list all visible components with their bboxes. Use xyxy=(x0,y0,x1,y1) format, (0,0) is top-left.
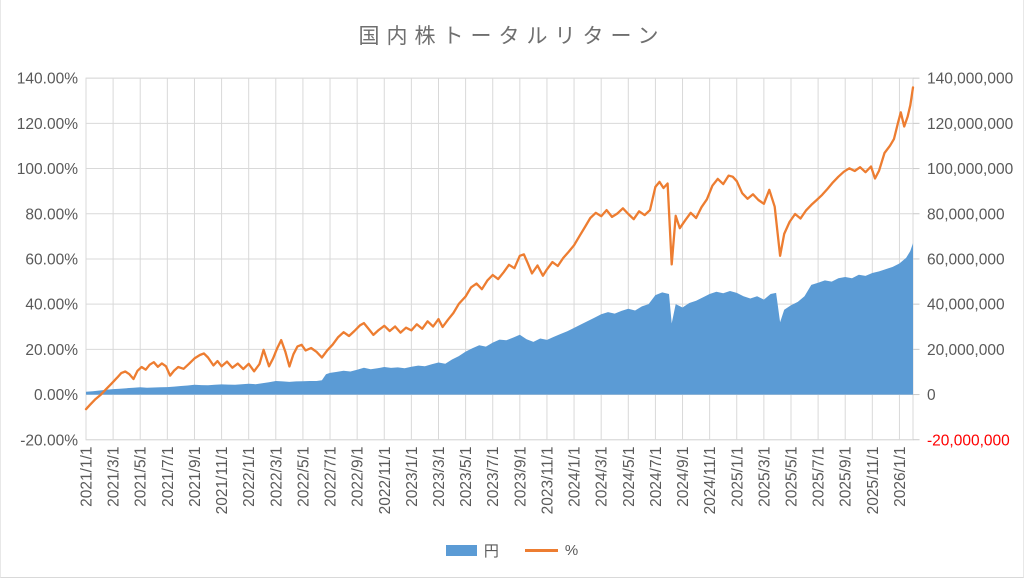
x-axis-tick-label: 2021/5/1 xyxy=(133,447,150,507)
x-axis-tick-label: 2024/5/1 xyxy=(621,447,638,507)
x-axis-tick-label: 2021/3/1 xyxy=(106,447,123,507)
x-axis-tick-label: 2023/1/1 xyxy=(404,447,421,507)
right-axis-tick-label: 120,000,000 xyxy=(927,116,1014,133)
percent-line-series xyxy=(84,86,915,411)
left-axis-tick-label: 20.00% xyxy=(25,342,78,359)
legend-label-percent: % xyxy=(564,542,579,559)
x-axis-tick-label: 2024/1/1 xyxy=(567,447,584,507)
legend-label-yen: 円 xyxy=(483,543,499,560)
x-axis-tick-label: 2022/3/1 xyxy=(268,447,285,507)
x-axis-tick-label: 2022/11/1 xyxy=(377,447,394,515)
right-axis-tick-label: 0 xyxy=(927,387,936,404)
x-axis-tick-label: 2023/3/1 xyxy=(431,447,448,507)
x-axis-tick-label: 2024/3/1 xyxy=(594,447,611,507)
right-axis-tick-label: 40,000,000 xyxy=(927,297,1005,314)
left-axis-tick-label: 80.00% xyxy=(25,206,78,223)
x-axis-tick-label: 2021/7/1 xyxy=(160,447,177,507)
right-axis-tick-label: -20,000,000 xyxy=(927,432,1010,449)
x-axis-tick-label: 2025/9/1 xyxy=(838,447,855,507)
x-axis-tick-label: 2022/9/1 xyxy=(350,447,367,507)
x-axis-tick-label: 2025/1/1 xyxy=(729,447,746,507)
x-axis-tick-label: 2024/9/1 xyxy=(675,447,692,507)
legend-item-yen: 円 xyxy=(445,540,499,561)
x-axis-tick-label: 2023/11/1 xyxy=(539,447,556,515)
yen-area-swatch-icon xyxy=(445,545,477,556)
x-axis-tick-label: 2026/1/1 xyxy=(892,447,909,507)
left-axis-tick-label: 0.00% xyxy=(34,387,78,404)
x-axis-tick-label: 2023/9/1 xyxy=(512,447,529,507)
x-axis-tick-label: 2023/5/1 xyxy=(458,447,475,507)
x-axis-tick-label: 2022/7/1 xyxy=(323,447,340,507)
x-axis-tick-label: 2025/11/1 xyxy=(865,447,882,515)
x-axis-tick-label: 2022/5/1 xyxy=(295,447,312,507)
chart-title: 国内株トータルリターン xyxy=(358,25,666,48)
yen-area-series xyxy=(86,243,913,395)
right-axis-tick-label: 140,000,000 xyxy=(927,71,1014,88)
x-axis-tick-label: 2021/1/1 xyxy=(79,447,96,507)
legend-item-percent: % xyxy=(524,542,579,559)
left-axis-tick-label: 100.00% xyxy=(17,161,78,178)
right-axis-tick-label: 80,000,000 xyxy=(927,206,1005,223)
x-axis-tick-label: 2025/5/1 xyxy=(783,447,800,507)
right-axis-tick-label: 60,000,000 xyxy=(927,251,1005,268)
right-axis-tick-label: 100,000,000 xyxy=(927,161,1014,178)
right-axis-tick-label: 20,000,000 xyxy=(927,342,1005,359)
x-axis-tick-label: 2021/11/1 xyxy=(214,447,231,515)
left-axis-tick-label: 60.00% xyxy=(25,251,78,268)
left-axis-tick-label: -20.00% xyxy=(20,432,78,449)
percent-line-swatch-icon xyxy=(524,548,558,553)
left-axis-tick-label: 40.00% xyxy=(25,297,78,314)
left-axis-tick-label: 120.00% xyxy=(17,116,78,133)
legend: 円 % xyxy=(1,540,1023,561)
x-axis-tick-label: 2024/11/1 xyxy=(702,447,719,515)
x-axis-tick-label: 2021/9/1 xyxy=(187,447,204,507)
x-axis-tick-label: 2022/1/1 xyxy=(241,447,258,507)
x-axis-tick-label: 2025/3/1 xyxy=(756,447,773,507)
left-axis-tick-label: 140.00% xyxy=(17,71,78,88)
x-axis-tick-label: 2023/7/1 xyxy=(485,447,502,507)
x-axis-tick-label: 2025/7/1 xyxy=(811,447,828,507)
x-axis-tick-label: 2024/7/1 xyxy=(648,447,665,507)
